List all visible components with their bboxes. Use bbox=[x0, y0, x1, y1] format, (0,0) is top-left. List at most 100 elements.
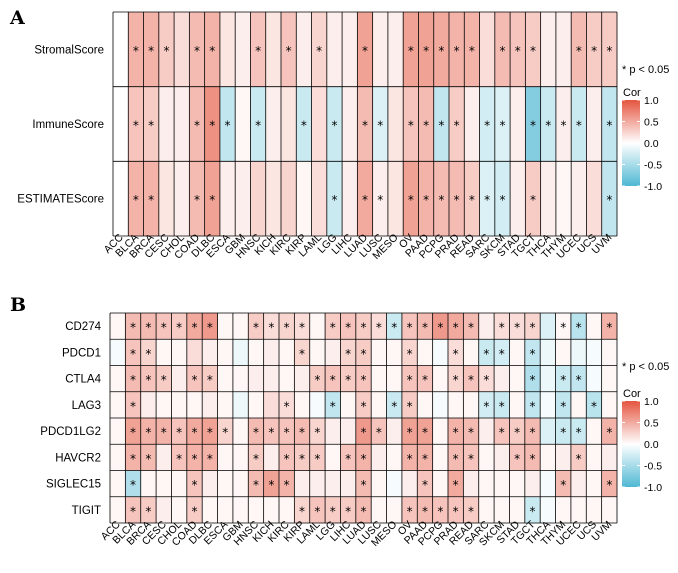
significance-star: * bbox=[362, 119, 368, 133]
heatmap-cell bbox=[232, 470, 249, 498]
significance-star: * bbox=[530, 426, 536, 440]
heatmap-cell bbox=[235, 86, 251, 162]
significance-star: * bbox=[530, 504, 536, 518]
heatmap-cell bbox=[449, 161, 465, 237]
heatmap-cell bbox=[601, 313, 618, 340]
heatmap-cell bbox=[186, 313, 203, 340]
heatmap-cell bbox=[202, 313, 218, 340]
heatmap-cell bbox=[296, 12, 312, 87]
heatmap-cell bbox=[113, 161, 129, 237]
significance-star: * bbox=[255, 44, 261, 58]
heatmap-cell bbox=[570, 470, 587, 498]
heatmap-cell bbox=[279, 365, 295, 393]
legend-colorbar bbox=[622, 401, 640, 487]
heatmap-cell bbox=[128, 12, 144, 87]
significance-star: * bbox=[514, 321, 520, 335]
heatmap-cell bbox=[263, 444, 280, 471]
heatmap-cell bbox=[586, 391, 602, 419]
heatmap-cell bbox=[571, 12, 587, 87]
heatmap-cell bbox=[125, 470, 142, 498]
significance-star: * bbox=[530, 373, 536, 387]
heatmap-cell bbox=[555, 313, 572, 340]
significance-star: * bbox=[284, 321, 290, 335]
legend-tick-label: -1.0 bbox=[644, 181, 662, 193]
heatmap-cell bbox=[186, 391, 203, 419]
significance-star: * bbox=[422, 504, 428, 518]
significance-star: * bbox=[361, 426, 367, 440]
significance-star: * bbox=[130, 504, 136, 518]
heatmap-cell bbox=[432, 339, 449, 366]
heatmap-cell bbox=[113, 12, 129, 87]
heatmap-cell bbox=[386, 313, 403, 340]
heatmap-cell bbox=[171, 339, 188, 366]
heatmap-cell bbox=[158, 86, 175, 162]
heatmap-cell bbox=[432, 444, 449, 471]
significance-star: * bbox=[286, 44, 292, 58]
heatmap-cell bbox=[311, 161, 328, 237]
heatmap-cell bbox=[342, 161, 358, 237]
heatmap-cell bbox=[174, 12, 190, 87]
significance-star: * bbox=[499, 193, 505, 207]
row-label: CTLA4 bbox=[65, 374, 101, 386]
heatmap-cell bbox=[540, 161, 557, 237]
heatmap-cell bbox=[570, 391, 587, 419]
significance-note: * p < 0.05 bbox=[622, 361, 669, 373]
heatmap-cell bbox=[232, 339, 249, 366]
heatmap-cell bbox=[555, 365, 572, 393]
heatmap-cell bbox=[217, 339, 234, 366]
heatmap-cell bbox=[463, 496, 480, 524]
heatmap-cell bbox=[540, 313, 556, 340]
significance-star: * bbox=[207, 426, 213, 440]
heatmap-cell bbox=[601, 161, 618, 237]
heatmap-cell bbox=[309, 391, 326, 419]
heatmap-cell bbox=[125, 496, 142, 524]
heatmap-cell bbox=[143, 86, 160, 162]
heatmap-cell bbox=[248, 339, 264, 366]
significance-star: * bbox=[130, 321, 136, 335]
significance-star: * bbox=[362, 44, 368, 58]
heatmap-cell bbox=[371, 418, 387, 445]
significance-star: * bbox=[253, 426, 259, 440]
heatmap-cell bbox=[156, 444, 172, 471]
heatmap-cell bbox=[279, 444, 295, 471]
heatmap-cell bbox=[128, 161, 144, 237]
heatmap-cell bbox=[586, 86, 603, 162]
heatmap-cell bbox=[372, 161, 389, 237]
row-label: PDCD1LG2 bbox=[40, 426, 101, 438]
heatmap-cell bbox=[217, 418, 234, 445]
heatmap-cell bbox=[217, 313, 234, 340]
row-label: PDCD1 bbox=[62, 347, 101, 359]
significance-star: * bbox=[314, 373, 320, 387]
panel-letter: A bbox=[9, 7, 25, 29]
heatmap-cell bbox=[357, 161, 373, 237]
heatmap-cell bbox=[202, 365, 218, 393]
legend-tick-label: 0.5 bbox=[644, 117, 659, 129]
heatmap-cell bbox=[464, 161, 480, 237]
heatmap-cell bbox=[478, 496, 495, 524]
heatmap-cell bbox=[371, 444, 387, 471]
heatmap-cell bbox=[525, 86, 541, 162]
heatmap-cell bbox=[325, 313, 341, 340]
heatmap-cell bbox=[140, 365, 157, 393]
heatmap-cell bbox=[386, 444, 403, 471]
significance-star: * bbox=[438, 44, 444, 58]
significance-star: * bbox=[253, 478, 259, 492]
heatmap-cell bbox=[387, 161, 404, 237]
significance-star: * bbox=[130, 452, 136, 466]
heatmap-cell bbox=[265, 86, 282, 162]
significance-star: * bbox=[576, 119, 582, 133]
significance-star: * bbox=[225, 119, 231, 133]
significance-star: * bbox=[209, 193, 215, 207]
heatmap-cell bbox=[326, 86, 343, 162]
heatmap-cell bbox=[478, 313, 495, 340]
heatmap-cell bbox=[279, 313, 295, 340]
significance-star: * bbox=[133, 44, 139, 58]
heatmap-cell bbox=[294, 496, 311, 524]
heatmap-cell bbox=[263, 496, 280, 524]
heatmap-cell bbox=[340, 470, 357, 498]
heatmap-cell bbox=[311, 12, 328, 87]
heatmap-cell bbox=[601, 418, 618, 445]
significance-star: * bbox=[484, 119, 490, 133]
significance-star: * bbox=[361, 452, 367, 466]
